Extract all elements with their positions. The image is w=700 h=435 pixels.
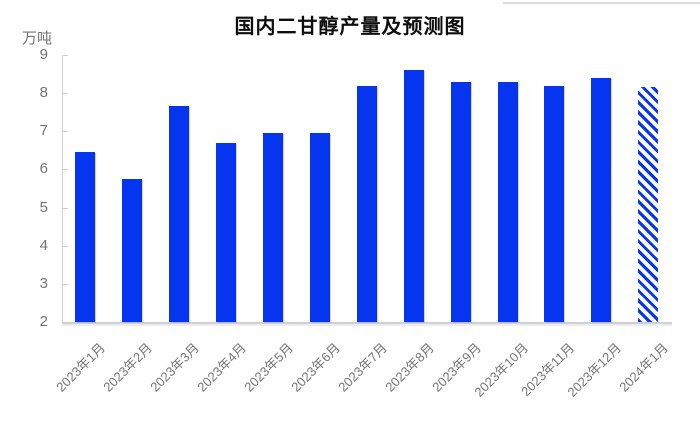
- chart-bar-8: [404, 70, 424, 322]
- y-axis-tick-mark: [62, 284, 68, 285]
- y-axis-tick-label: 2: [39, 313, 48, 330]
- x-axis-tick-label-text: 2023年7月: [335, 340, 390, 395]
- chart-bar-7: [357, 86, 377, 322]
- chart-bar-1: [75, 152, 95, 322]
- chart-bar-12: [591, 78, 611, 322]
- x-axis-line: [62, 322, 672, 324]
- chart-bar-6: [310, 133, 330, 322]
- x-axis-tick-label-text: 2023年5月: [241, 340, 296, 395]
- y-axis-tick-label: 4: [39, 237, 48, 254]
- y-axis-tick-mark: [62, 93, 68, 94]
- y-axis-tick-label: 3: [39, 275, 48, 292]
- x-axis-tick-label-text: 2024年1月: [616, 340, 671, 395]
- chart-bar-13: [638, 87, 658, 322]
- chart-bar-5: [263, 133, 283, 322]
- y-axis-tick-label: 5: [39, 199, 48, 216]
- y-axis-line: [62, 55, 63, 323]
- chart-bar-11: [544, 86, 564, 322]
- page-divider-line: [503, 2, 700, 4]
- x-axis-tick-label-text: 2023年8月: [382, 340, 437, 395]
- chart-bar-9: [451, 82, 471, 322]
- chart-title: 国内二甘醇产量及预测图: [234, 16, 466, 38]
- y-axis-tick-label: 6: [39, 160, 48, 177]
- y-axis-tick-label: 8: [39, 84, 48, 101]
- y-axis-tick-mark: [62, 55, 68, 56]
- chart-bar-4: [216, 143, 236, 322]
- x-axis-tick-label-text: 2023年3月: [147, 340, 202, 395]
- y-axis-tick-mark: [62, 322, 68, 323]
- y-axis-tick-mark: [62, 131, 68, 132]
- chart-bar-2: [122, 179, 142, 322]
- y-axis-tick-mark: [62, 208, 68, 209]
- x-axis-tick-label-text: 2023年2月: [100, 340, 155, 395]
- x-axis-tick-label-text: 2023年4月: [194, 340, 249, 395]
- y-axis-tick-label: 9: [39, 46, 48, 63]
- chart-bar-10: [498, 82, 518, 322]
- x-axis-tick-label-text: 2023年1月: [53, 340, 108, 395]
- y-axis-unit-label: 万吨: [22, 30, 53, 47]
- y-axis-tick-mark: [62, 246, 68, 247]
- y-axis-tick-mark: [62, 169, 68, 170]
- x-axis-tick-label-text: 2023年6月: [288, 340, 343, 395]
- y-axis-tick-label: 7: [39, 122, 48, 139]
- chart-bar-3: [169, 106, 189, 322]
